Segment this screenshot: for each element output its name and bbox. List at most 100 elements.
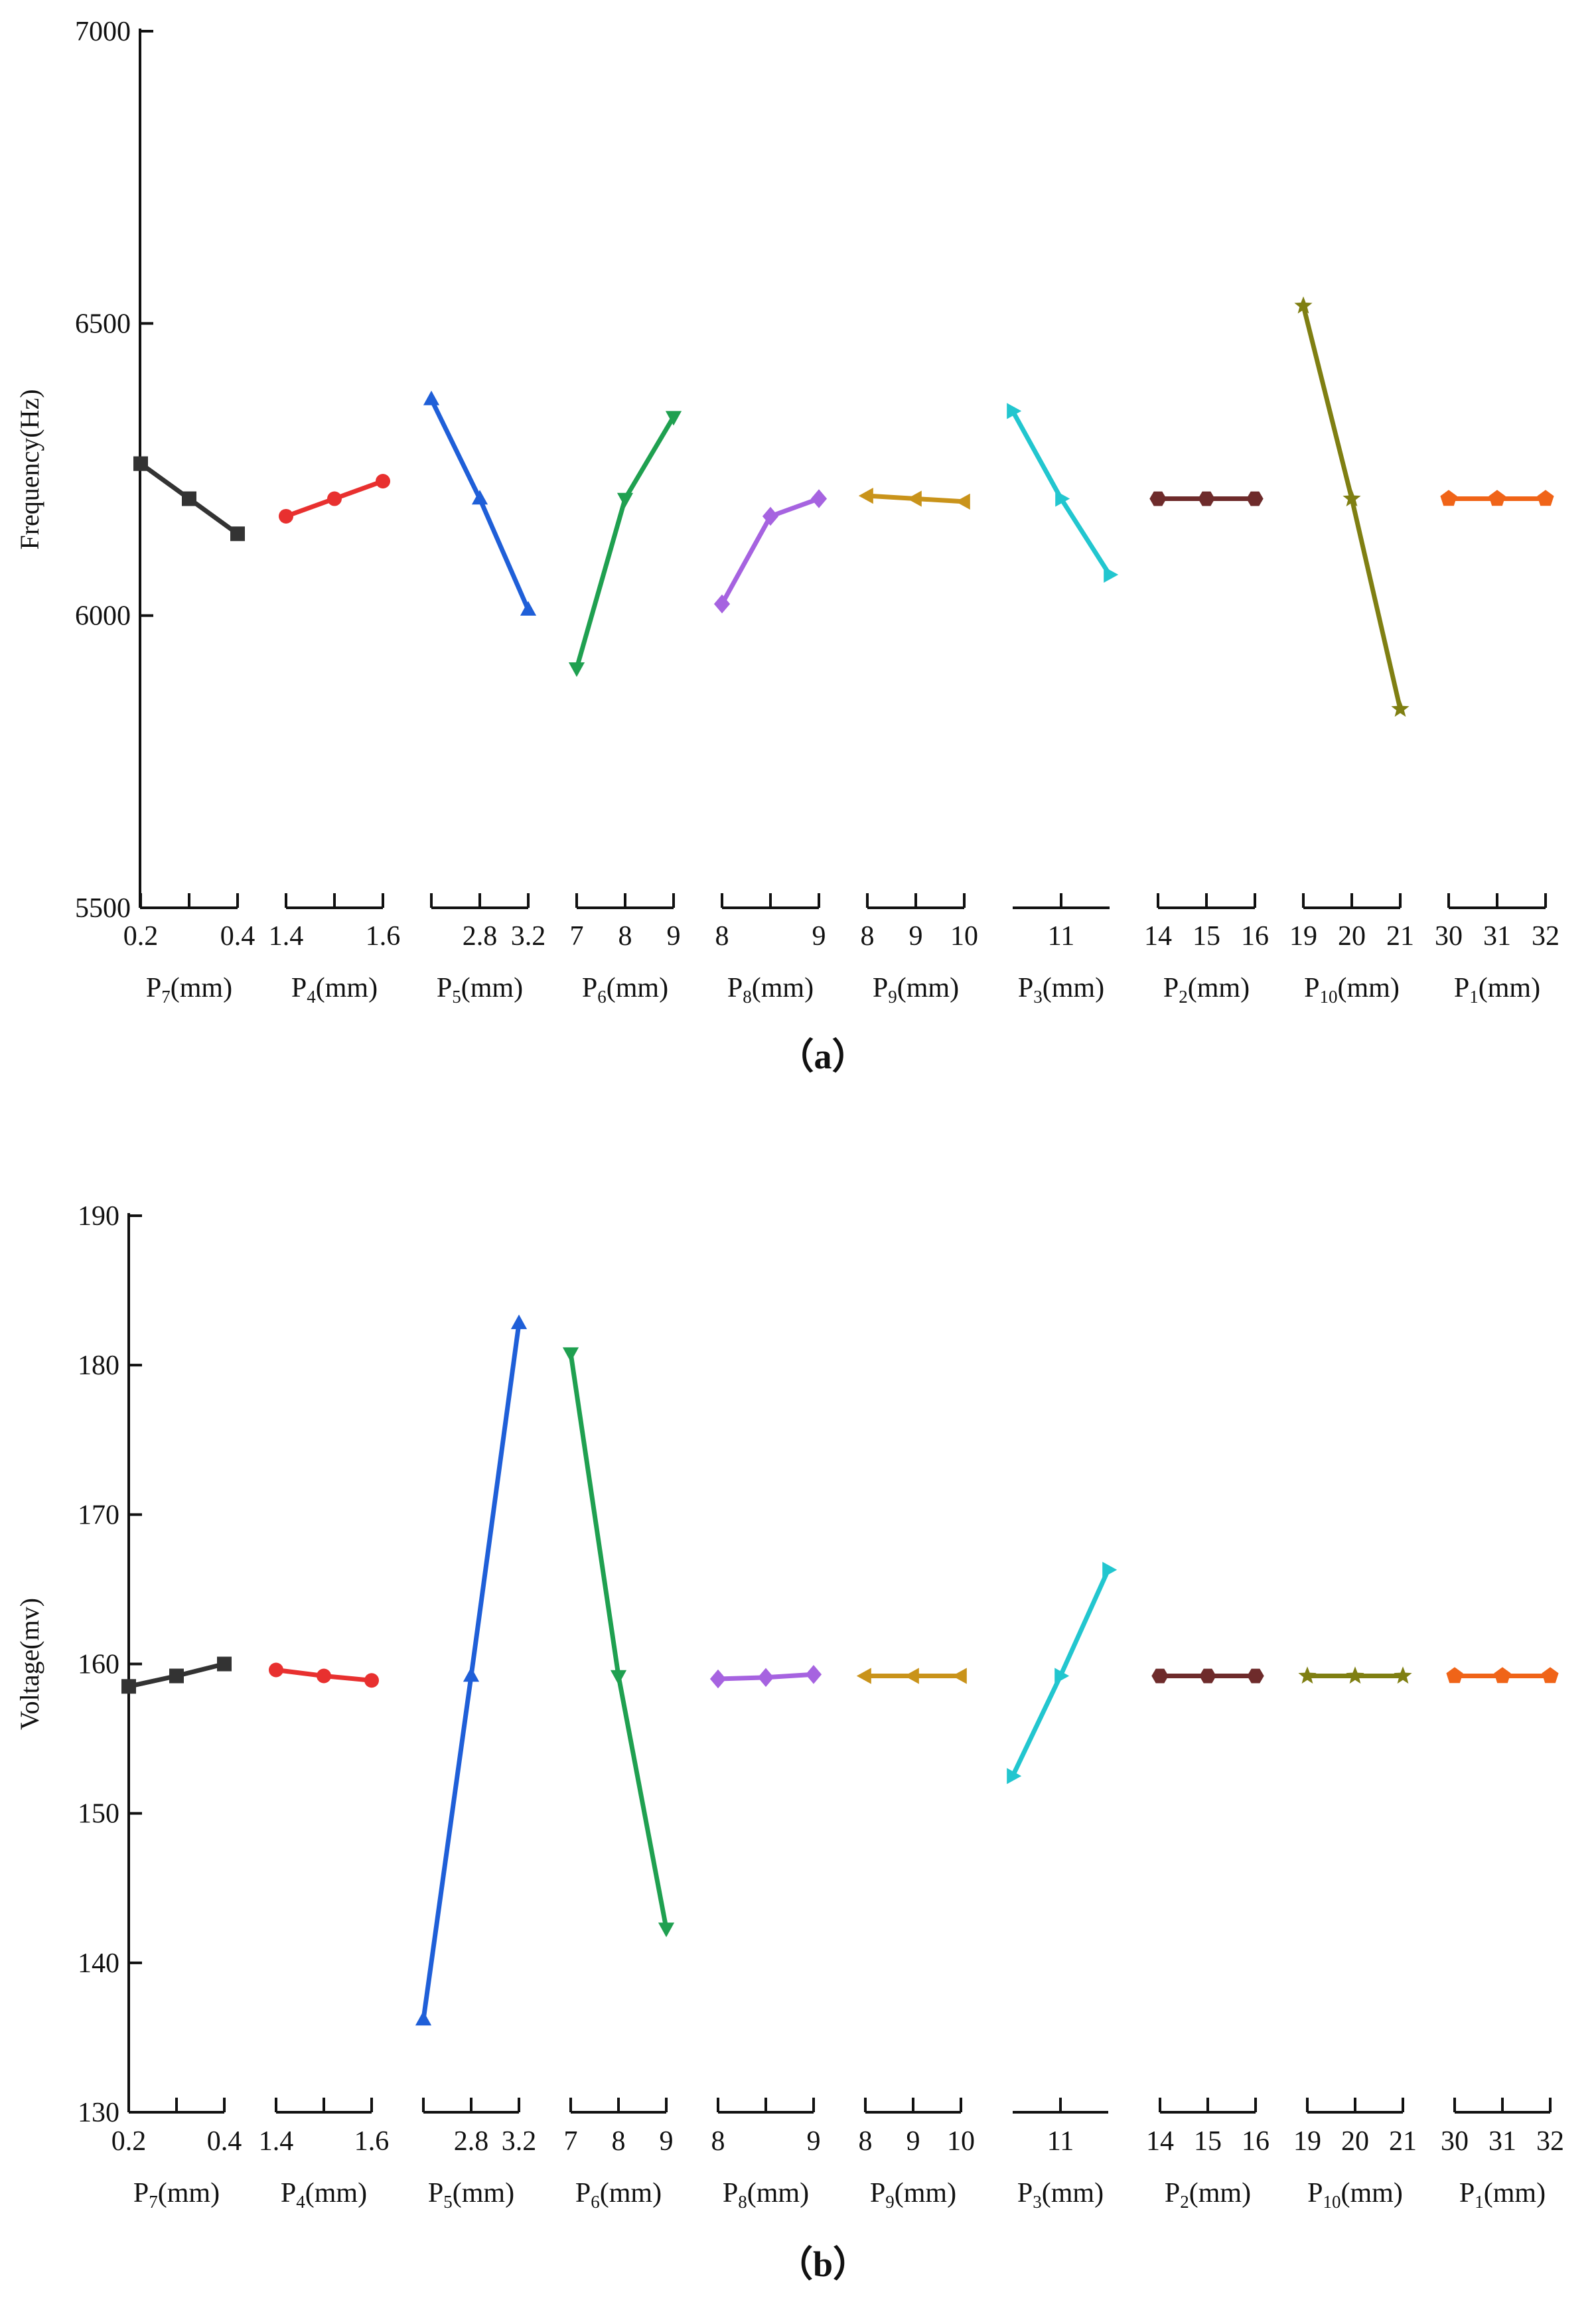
x-group-label-p8-mm: P8(mm) — [727, 973, 814, 1007]
x-tick-label-p8-mm-1: 9 — [812, 921, 826, 952]
x-group-label-p1-mm: P1(mm) — [1454, 973, 1540, 1007]
x-tick-label-p1-mm-1: 31 — [1488, 2126, 1516, 2157]
data-point-p8-mm-2 — [805, 1665, 822, 1684]
data-point-p5-mm-0 — [423, 390, 440, 405]
x-tick-label-p1-mm-0: 30 — [1441, 2126, 1469, 2157]
x-tick-label-p10-mm-1: 20 — [1338, 921, 1366, 952]
data-point-p6-mm-2 — [665, 411, 682, 426]
x-tick-label-p4-mm-0: 1.4 — [269, 921, 304, 952]
series-line-p3-mm — [1010, 409, 1112, 576]
x-group-label-p4-mm: P4(mm) — [281, 2178, 367, 2212]
series-p1-mm: 30 31 32 P1(mm) — [1441, 1667, 1564, 2212]
data-point-p6-mm-1 — [610, 1670, 627, 1685]
x-group-label-p8-mm: P8(mm) — [723, 2178, 809, 2212]
series-p6-mm: 7 8 9 P6(mm) — [562, 1347, 675, 2212]
x-tick-label-p1-mm-1: 31 — [1483, 921, 1511, 952]
data-point-p7-mm-0 — [121, 1679, 136, 1694]
data-point-p1-mm-2 — [1537, 490, 1554, 506]
data-point-p7-mm-2 — [217, 1656, 232, 1672]
x-tick-label-p2-mm-0: 14 — [1144, 921, 1172, 952]
series-line-p6-mm — [568, 1352, 669, 1929]
x-tick-label-p8-mm-1: 9 — [807, 2126, 821, 2157]
data-point-p9-mm-0 — [858, 488, 873, 504]
data-point-p2-mm-1 — [1199, 1668, 1216, 1684]
y-tick-label-6000: 6000 — [75, 601, 131, 632]
data-point-p3-mm-0 — [1007, 403, 1022, 419]
y-tick-label-7000: 7000 — [75, 17, 131, 47]
x-tick-label-p6-mm-2: 9 — [660, 2126, 674, 2157]
x-tick-label-p9-mm-1: 9 — [909, 921, 923, 952]
data-point-p5-mm-2 — [520, 601, 537, 616]
x-tick-label-p6-mm-1: 8 — [612, 2126, 626, 2157]
data-point-p1-mm-1 — [1488, 490, 1506, 506]
x-group-label-p5-mm: P5(mm) — [428, 2178, 514, 2212]
panel-b-voltage: 130 140 150 160 170 180 190 Voltage(mv) 0.2 0.4 P7… — [15, 1201, 1564, 2284]
data-point-p6-mm-1 — [617, 492, 634, 508]
x-tick-label-p7-mm-1: 0.4 — [220, 921, 255, 952]
data-point-p9-mm-1 — [904, 1668, 919, 1684]
x-group-label-p4-mm: P4(mm) — [291, 973, 378, 1007]
panel-a-frequency: 5500 6000 6500 7000 Frequency(Hz) 0.2 0.4 P7(mm… — [15, 17, 1560, 1076]
data-point-p10-mm-0 — [1294, 296, 1313, 314]
data-point-p8-mm-2 — [810, 489, 828, 508]
y-axis-label: Voltage(mv) — [15, 1598, 44, 1730]
x-group-label-p3-mm: P3(mm) — [1018, 973, 1104, 1007]
series-p7-mm: 0.2 0.4 P7(mm) — [111, 1656, 242, 2212]
x-tick-label-p4-mm-1: 1.6 — [366, 921, 401, 952]
x-group-label-p7-mm: P7(mm) — [133, 2178, 220, 2212]
data-point-p4-mm-0 — [279, 508, 293, 524]
x-tick-label-p7-mm-1: 0.4 — [207, 2126, 242, 2157]
x-tick-label-p2-mm-1: 15 — [1193, 921, 1220, 952]
series-line-p6-mm — [574, 415, 676, 669]
data-point-p9-mm-0 — [856, 1668, 871, 1684]
series-p10-mm: 19 20 21 P10(mm) — [1289, 296, 1414, 1007]
data-point-p7-mm-1 — [169, 1668, 184, 1684]
x-group-label-p10-mm: P10(mm) — [1304, 973, 1400, 1007]
x-group-label-p1-mm: P1(mm) — [1459, 2178, 1546, 2212]
x-tick-label-p6-mm-1: 8 — [618, 921, 632, 952]
x-tick-label-p7-mm-0: 0.2 — [111, 2126, 147, 2157]
data-point-p4-mm-1 — [317, 1668, 331, 1684]
data-point-p6-mm-0 — [562, 1347, 579, 1362]
data-point-p8-mm-0 — [709, 1669, 727, 1689]
x-group-label-p9-mm: P9(mm) — [873, 973, 959, 1007]
x-group-label-p10-mm: P10(mm) — [1307, 2178, 1403, 2212]
x-tick-label-p10-mm-0: 19 — [1293, 2126, 1321, 2157]
data-point-p10-mm-0 — [1298, 1666, 1317, 1684]
data-point-p1-mm-2 — [1542, 1667, 1559, 1684]
data-point-p3-mm-2 — [1104, 566, 1119, 583]
data-point-p1-mm-1 — [1494, 1667, 1511, 1684]
data-point-p2-mm-2 — [1246, 491, 1264, 506]
x-tick-label-p10-mm-1: 20 — [1341, 2126, 1369, 2157]
y-axis-label: Frequency(Hz) — [15, 389, 44, 549]
y-tick-label-190: 190 — [78, 1201, 119, 1232]
x-group-label-p2-mm: P2(mm) — [1165, 2178, 1251, 2212]
y-tick-label-150: 150 — [78, 1799, 119, 1830]
series-p6-mm: 7 8 9 P6(mm) — [568, 411, 682, 1007]
x-group-label-p9-mm: P9(mm) — [870, 2178, 956, 2212]
x-tick-label-p2-mm-1: 15 — [1194, 2126, 1222, 2157]
data-point-p7-mm-0 — [133, 456, 148, 471]
x-tick-label-p9-mm-0: 8 — [859, 2126, 873, 2157]
x-tick-label-p5-mm-0: 2.8 — [463, 921, 498, 952]
data-point-p2-mm-0 — [1151, 1668, 1169, 1684]
x-tick-label-p2-mm-2: 16 — [1242, 2126, 1270, 2157]
x-tick-label-p3-mm-0: 11 — [1047, 2126, 1074, 2157]
x-tick-label-p1-mm-0: 30 — [1435, 921, 1463, 952]
series-p5-mm: 2.8 3.2 P5(mm) — [415, 1314, 536, 2212]
x-tick-label-p4-mm-0: 1.4 — [259, 2126, 294, 2157]
x-tick-label-p9-mm-0: 8 — [861, 921, 875, 952]
x-tick-label-p10-mm-2: 21 — [1386, 921, 1414, 952]
x-tick-label-p3-mm-0: 11 — [1048, 921, 1074, 952]
data-point-p3-mm-2 — [1102, 1561, 1118, 1578]
x-tick-label-p5-mm-0: 2.8 — [454, 2126, 489, 2157]
x-tick-label-p6-mm-0: 7 — [564, 2126, 578, 2157]
y-tick-label-180: 180 — [78, 1350, 119, 1381]
series-p9-mm: 8 9 10 P9(mm) — [858, 488, 978, 1007]
x-tick-label-p6-mm-2: 9 — [667, 921, 681, 952]
x-group-label-p7-mm: P7(mm) — [146, 973, 232, 1007]
x-tick-label-p9-mm-1: 9 — [907, 2126, 920, 2157]
series-p2-mm: 14 15 16 P2(mm) — [1144, 491, 1269, 1007]
series-p5-mm: 2.8 3.2 P5(mm) — [423, 390, 545, 1007]
x-tick-label-p2-mm-2: 16 — [1241, 921, 1269, 952]
